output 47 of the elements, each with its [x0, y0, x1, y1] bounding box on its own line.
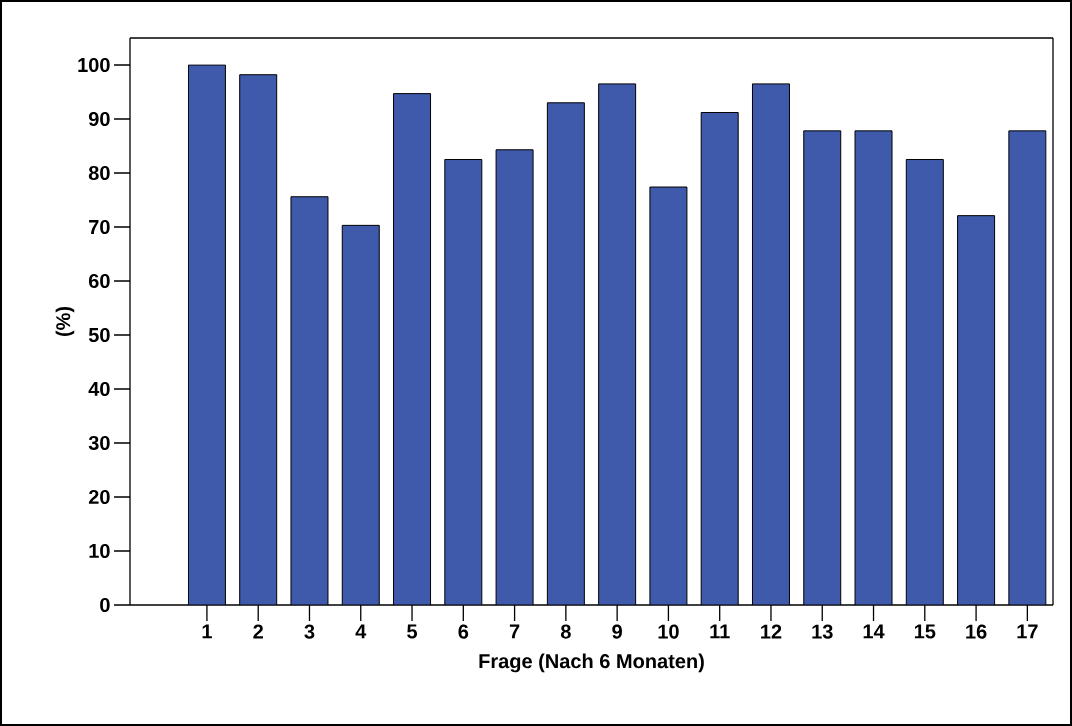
x-tick-label: 8: [560, 624, 571, 639]
y-tick-label: 70: [89, 219, 110, 235]
bar: [546, 102, 585, 605]
x-tick-label: 2: [253, 624, 263, 639]
x-tick-label: 15: [914, 624, 936, 639]
y-tick-label: 80: [88, 165, 110, 181]
bar: [290, 196, 329, 605]
x-tick-label: 6: [458, 624, 469, 639]
x-tick-label: 9: [612, 624, 622, 639]
bar: [905, 158, 944, 605]
x-tick-label: 7: [509, 624, 520, 639]
bar: [444, 158, 483, 605]
y-tick-label: 40: [88, 381, 110, 397]
x-tick-label: 11: [710, 624, 730, 639]
x-axis-title: Frage (Nach 6 Monaten): [479, 653, 704, 673]
bar: [187, 64, 226, 605]
y-tick-label: 100: [78, 57, 110, 73]
x-tick-label: 12: [761, 624, 782, 639]
bar: [957, 215, 996, 605]
y-tick-label: 30: [88, 435, 110, 451]
x-tick-label: 14: [863, 624, 885, 639]
bar: [649, 186, 688, 605]
bar: [854, 130, 893, 605]
bar: [751, 83, 790, 605]
y-tick-label: 90: [88, 111, 110, 127]
y-tick-label: 20: [88, 489, 110, 505]
y-tick-label: 0: [100, 597, 110, 613]
x-tick-label: 5: [407, 624, 418, 639]
x-tick-label: 10: [658, 624, 679, 639]
x-tick-label: 3: [304, 624, 315, 639]
bar: [393, 93, 432, 605]
x-tick-label: 17: [1017, 624, 1038, 639]
x-tick-label: 13: [812, 624, 833, 639]
y-tick-label: 50: [88, 327, 110, 343]
bar: [495, 149, 534, 605]
y-tick-label: 10: [89, 543, 110, 559]
bar: [598, 83, 637, 605]
x-tick-label: 16: [966, 624, 987, 639]
bar: [239, 74, 278, 605]
bar: [1008, 130, 1047, 605]
x-tick-label: 4: [355, 624, 367, 639]
bar: [341, 224, 380, 605]
y-tick-label: 60: [88, 273, 110, 289]
bar: [803, 130, 842, 605]
bar: [700, 112, 739, 605]
y-axis-title: (%): [55, 306, 75, 337]
x-tick-label: 1: [202, 624, 212, 639]
